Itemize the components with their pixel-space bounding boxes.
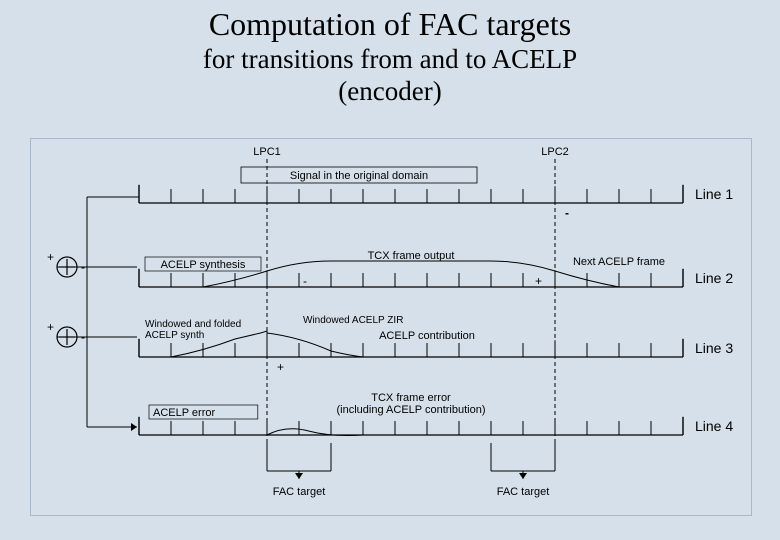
- svg-text:Next ACELP frame: Next ACELP frame: [573, 256, 665, 268]
- svg-text:-: -: [565, 206, 569, 220]
- diagram-svg: LPC1 LPC2 Line 1 Signal in the original dom…: [31, 139, 751, 515]
- svg-text:LPC2: LPC2: [541, 146, 569, 158]
- svg-text:Signal in the original domain: Signal in the original domain: [290, 170, 428, 182]
- svg-text:+: +: [47, 320, 54, 334]
- svg-text:Line 1: Line 1: [695, 186, 733, 202]
- svg-text:ACELP error: ACELP error: [153, 407, 215, 419]
- svg-text:Windowed ACELP ZIR: Windowed ACELP ZIR: [303, 315, 403, 326]
- svg-text:+: +: [47, 250, 54, 264]
- svg-text:TCX frame error: TCX frame error: [371, 392, 451, 404]
- svg-text:Line 3: Line 3: [695, 340, 733, 356]
- svg-text:Windowed and folded: Windowed and folded: [145, 319, 241, 330]
- svg-text:TCX frame output: TCX frame output: [368, 250, 455, 262]
- svg-text:FAC target: FAC target: [497, 486, 550, 498]
- svg-text:(including ACELP contribution): (including ACELP contribution): [337, 404, 486, 416]
- svg-text:ACELP contribution: ACELP contribution: [379, 330, 475, 342]
- svg-text:Line 2: Line 2: [695, 270, 733, 286]
- svg-text:ACELP synthesis: ACELP synthesis: [161, 259, 246, 271]
- svg-text:LPC1: LPC1: [253, 146, 281, 158]
- svg-text:Line 4: Line 4: [695, 418, 733, 434]
- svg-text:+: +: [535, 274, 542, 288]
- diagram-frame: LPC1 LPC2 Line 1 Signal in the original dom…: [30, 138, 752, 516]
- svg-text:-: -: [303, 274, 307, 288]
- svg-text:+: +: [277, 360, 284, 374]
- svg-text:ACELP synth: ACELP synth: [145, 330, 204, 341]
- title-sub1: for transitions from and to ACELP: [0, 43, 780, 75]
- title-main: Computation of FAC targets: [0, 6, 780, 43]
- title-sub2: (encoder): [0, 75, 780, 107]
- svg-text:FAC target: FAC target: [273, 486, 326, 498]
